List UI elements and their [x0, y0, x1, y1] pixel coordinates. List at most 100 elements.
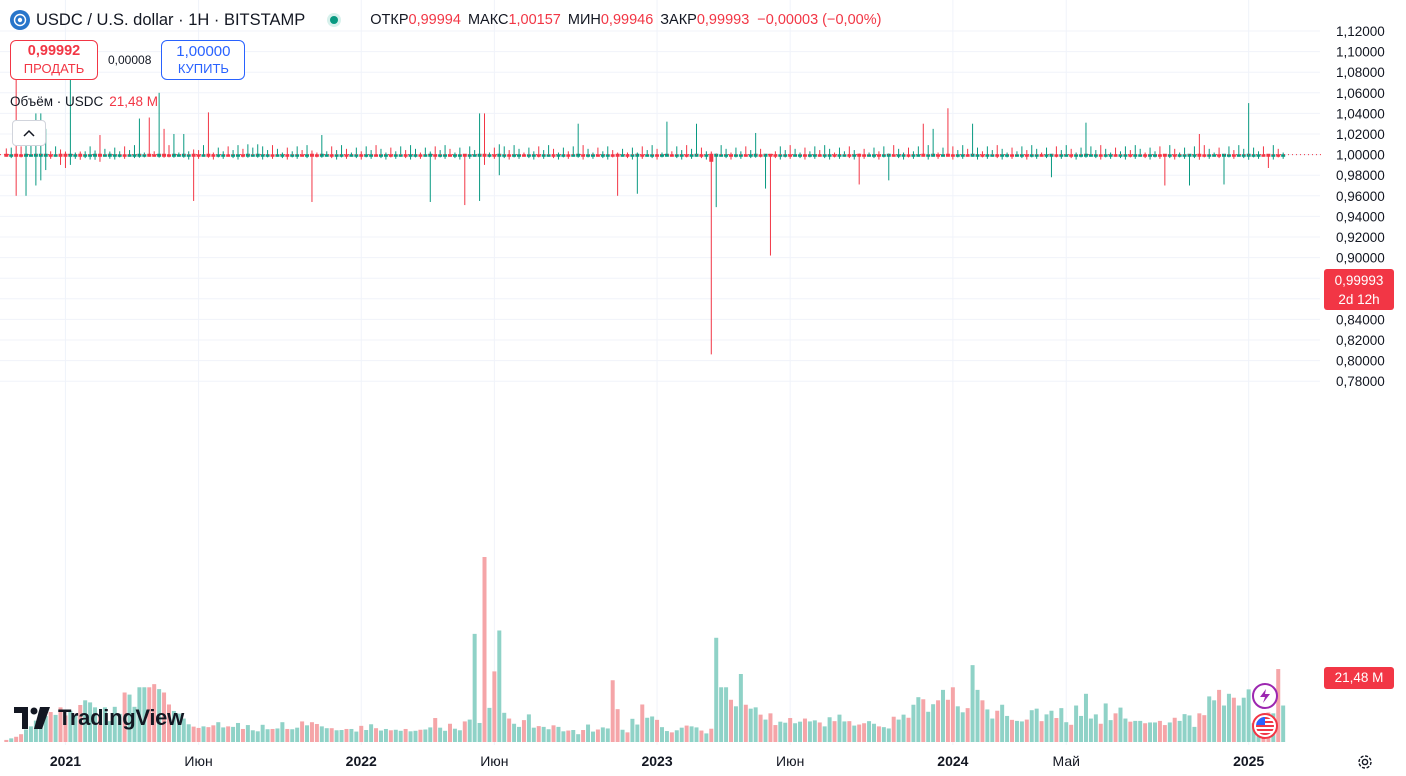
candle-body: [990, 154, 995, 157]
candle-body: [4, 153, 9, 157]
candle-body: [526, 154, 531, 157]
volume-bar: [1014, 720, 1019, 742]
candle-body: [487, 154, 492, 157]
volume-bar: [1024, 719, 1029, 742]
volume-bar: [625, 732, 630, 742]
candle-body: [285, 154, 290, 157]
volume-bar: [1005, 715, 1010, 742]
volume-bar: [867, 721, 872, 742]
volume-bar: [1222, 705, 1227, 742]
volume-bar: [733, 706, 738, 742]
candle-body: [388, 154, 393, 157]
volume-bar: [1281, 705, 1286, 742]
candle-body: [413, 154, 418, 157]
sell-label: ПРОДАТЬ: [23, 61, 85, 76]
volume-bar: [398, 730, 403, 742]
volume-bar: [1138, 720, 1143, 742]
tradingview-logo[interactable]: TradingView: [14, 705, 184, 731]
candle-body: [684, 154, 689, 157]
candle-body: [245, 153, 250, 157]
volume-bar: [477, 722, 482, 742]
volume-bar: [1133, 720, 1138, 742]
volume-bar: [1049, 710, 1054, 742]
volume-bar: [482, 557, 487, 742]
volume-bar: [832, 721, 837, 742]
candle-body: [457, 154, 462, 157]
volume-legend[interactable]: Объём · USDC 21,48 M: [10, 94, 158, 109]
candle-body: [546, 154, 551, 157]
volume-bar: [142, 687, 147, 742]
candle-body: [931, 153, 936, 157]
candle-body: [1177, 154, 1182, 157]
volume-bar: [906, 717, 911, 742]
volume-bar: [748, 708, 753, 742]
open-value: 0,99994: [408, 12, 461, 28]
candle-body: [1246, 153, 1251, 157]
volume-bar: [975, 689, 980, 742]
buy-button[interactable]: 1,00000 КУПИТЬ: [161, 40, 246, 80]
volume-bar: [1088, 718, 1093, 742]
candle-body: [428, 153, 433, 157]
market-open-dot-icon[interactable]: [327, 13, 342, 27]
candle-body: [1148, 154, 1153, 157]
candle-body: [369, 154, 374, 157]
symbol-title[interactable]: USDC / U.S. dollar · 1H · BITSTAMP: [36, 10, 306, 29]
volume-bar: [921, 699, 926, 742]
volume-bar: [157, 689, 162, 742]
us-flag-icon[interactable]: [1252, 713, 1278, 739]
volume-bar: [719, 687, 724, 742]
candle-body: [605, 154, 610, 157]
x-tick-label: 2023: [641, 753, 672, 769]
candle-body: [97, 153, 102, 157]
candle-body: [280, 154, 285, 157]
volume-bar: [610, 680, 615, 742]
candle-body: [985, 154, 990, 157]
candle-body: [196, 154, 201, 157]
volume-bar: [196, 727, 201, 742]
volume-bar: [1192, 726, 1197, 742]
sell-button[interactable]: 0,99992 ПРОДАТЬ: [10, 40, 98, 80]
volume-bar: [112, 706, 117, 742]
candle-body: [319, 153, 324, 157]
volume-bar: [812, 720, 817, 742]
candle-body: [1005, 154, 1010, 157]
collapse-legend-button[interactable]: [12, 120, 46, 146]
volume-bar: [1093, 714, 1098, 742]
y-tick-label: 1,08000: [1336, 65, 1385, 80]
volume-bar: [852, 725, 857, 742]
candle-body: [1054, 154, 1059, 157]
volume-bar: [941, 689, 945, 742]
volume-bar: [566, 730, 571, 742]
candle-body: [467, 154, 472, 157]
volume-bar: [1217, 689, 1222, 742]
candle-body: [867, 154, 872, 157]
volume-bar: [280, 722, 285, 742]
volume-bar: [231, 726, 236, 742]
gear-icon[interactable]: [1355, 752, 1375, 772]
y-tick-label: 0,96000: [1336, 189, 1385, 204]
candle-body: [53, 154, 58, 157]
volume-bar: [314, 724, 319, 742]
candle-body: [531, 154, 536, 157]
candle-body: [911, 154, 916, 157]
candle-body: [837, 154, 842, 157]
lightning-icon[interactable]: [1252, 683, 1278, 709]
candle-body: [1202, 154, 1207, 157]
volume-bar: [117, 713, 122, 742]
volume-bar: [630, 718, 635, 742]
symbol-legend[interactable]: USDC / U.S. dollar · 1H · BITSTAMP ОТКР 0…: [10, 8, 881, 32]
candle-body: [38, 153, 43, 157]
candle-body: [862, 154, 867, 157]
volume-bar: [709, 728, 714, 742]
volume-bar: [526, 714, 531, 742]
candle-body: [743, 154, 748, 157]
volume-bar: [531, 727, 536, 742]
candle-body: [1014, 154, 1019, 157]
volume-bar: [980, 700, 985, 742]
volume-bar: [33, 720, 38, 742]
volume-bar: [778, 721, 783, 742]
candle-body: [1276, 154, 1281, 157]
volume-bar: [586, 724, 591, 742]
candle-body: [1157, 154, 1162, 157]
